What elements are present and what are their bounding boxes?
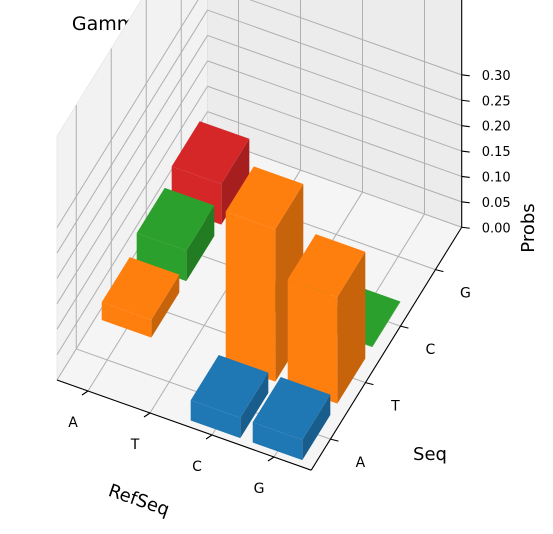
bar-face [225,211,276,382]
grid-line [249,0,462,76]
y-tick-label: T [390,399,400,415]
z-tick-mark [461,175,470,178]
grid-line [56,35,208,279]
x-axis-line [56,379,312,471]
bar-face [287,279,338,404]
chart-bars [101,121,401,461]
z-tick-label: 0.10 [482,170,511,185]
y-tick-label: A [356,455,366,471]
bar-top [287,234,366,297]
bar [287,234,366,404]
bar-top [252,377,331,440]
y-tick-mark [365,382,374,386]
z-tick-label: 0.30 [482,69,511,84]
grid-line [207,9,462,101]
x-tick-mark [205,434,213,440]
grid-line [56,9,208,254]
z-tick-label: 0.00 [482,221,511,236]
bar [171,121,250,225]
z-tick-mark [461,226,470,229]
x-tick-label: C [192,459,202,475]
bar-face [252,422,303,461]
x-tick-mark [143,412,151,418]
grid-line [207,34,462,127]
grid-line [207,136,462,228]
bar-side [337,251,366,404]
x-tick-mark [267,456,275,462]
grid-line [56,60,208,305]
chart-axes: A T C G A T C G 0.00 0.05 0.10 0.15 0.20 0.25 0.30 [56,0,511,497]
z-tick-label: 0.15 [482,145,511,160]
y-axis-line [310,226,463,471]
bar [101,257,180,338]
z-tick-mark [461,150,470,153]
y-axis-label: Seq [413,444,447,465]
x-tick-label: G [254,481,265,497]
bar-top [136,187,215,251]
grid-line [56,0,199,228]
grid-line [207,111,462,203]
bar [136,187,215,282]
bar-top [101,257,180,320]
z-tick-mark [461,125,470,128]
bar-top [190,355,269,418]
bar [190,355,269,439]
bar-side [186,205,215,282]
x-tick-label: A [68,415,78,431]
z-tick-mark [461,99,470,102]
grid-line [207,60,462,152]
bar-side [372,301,401,348]
y-tick-mark [400,325,409,329]
z-tick-label: 0.25 [482,94,511,109]
bar-side [221,138,250,225]
y-tick-mark [435,269,444,273]
bar-side [302,394,331,461]
grid-line [56,85,208,330]
x-tick-label: T [130,437,140,453]
z-axis-label: Probs [518,203,539,252]
bar [252,377,331,461]
bar-top [225,166,304,230]
z-tick-label: 0.05 [482,196,511,211]
y-tick-mark [330,438,339,442]
z-tick-label: 0.20 [482,120,511,135]
bar-side [151,274,180,338]
z-tick-mark [461,201,470,204]
x-tick-mark [81,390,89,396]
bar-face [190,400,241,439]
bar-side [240,372,269,439]
y-tick-label: C [426,342,436,358]
bar-face [136,233,187,282]
grid-line [207,85,462,177]
bar-face [101,302,152,338]
bar-top [171,121,250,185]
z-tick-mark [461,74,470,77]
y-tick-label: G [460,286,471,302]
